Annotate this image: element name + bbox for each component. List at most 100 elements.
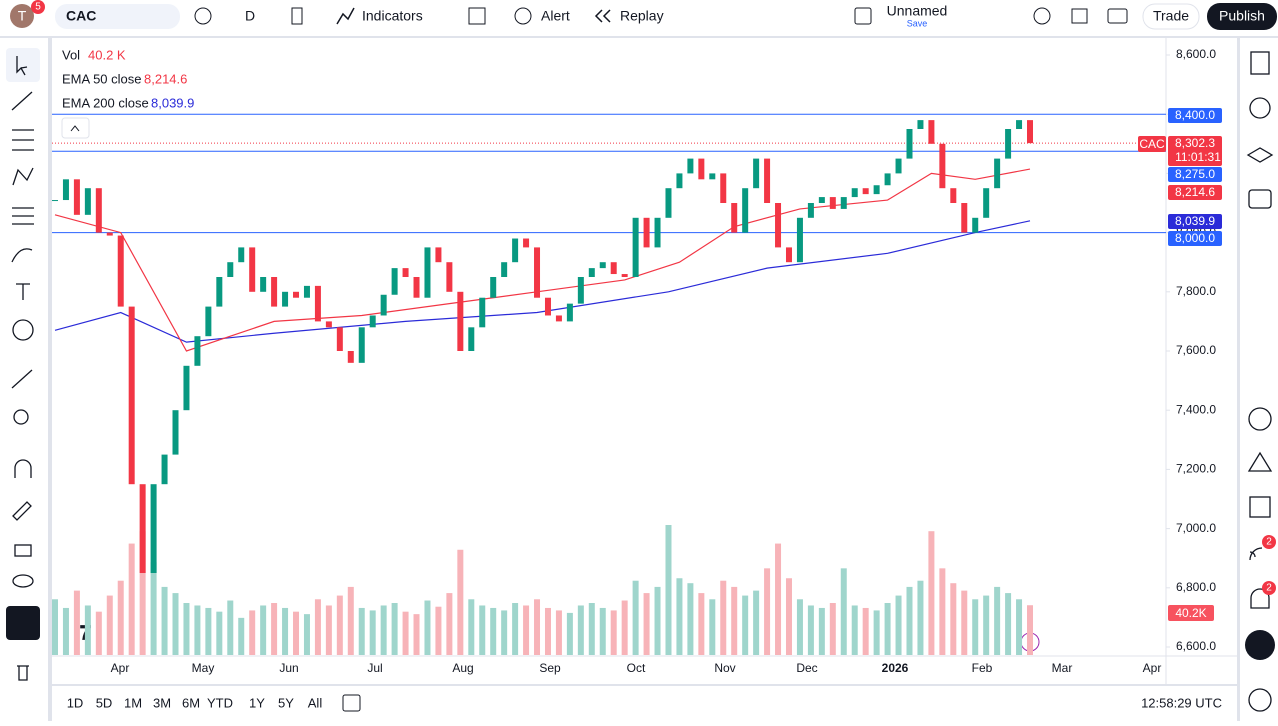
indicators[interactable]: Indicators	[362, 8, 423, 24]
symbol: CAC	[66, 8, 96, 24]
range-button[interactable]: 1D	[67, 695, 84, 710]
candle	[731, 203, 738, 233]
candle	[128, 306, 135, 485]
candle	[512, 238, 519, 263]
layouts-icon[interactable]	[468, 7, 486, 25]
interval[interactable]: D	[245, 8, 255, 24]
volume-bar	[347, 586, 354, 655]
chart-area	[52, 38, 1237, 684]
compare-icon[interactable]	[194, 7, 212, 25]
badge	[1262, 581, 1276, 595]
level-tag	[1168, 108, 1222, 123]
snapshot-icon[interactable]	[1107, 8, 1128, 24]
volume-bar	[840, 568, 847, 655]
candle	[775, 203, 782, 248]
chart-type-icon[interactable]	[291, 7, 303, 25]
volume-bar	[753, 590, 760, 655]
range-button[interactable]: 3M	[153, 695, 171, 710]
volume-bar	[687, 583, 694, 655]
candle	[194, 336, 201, 366]
volume-bar	[983, 595, 990, 655]
range-button[interactable]: YTD	[207, 695, 233, 710]
settings-icon[interactable]	[1033, 7, 1051, 25]
trade-button[interactable]	[1142, 3, 1200, 30]
candle	[347, 351, 354, 363]
range-button[interactable]: 1Y	[249, 695, 265, 710]
volume-bar	[720, 580, 727, 655]
volume-bar	[829, 603, 836, 655]
volume-bar	[731, 586, 738, 655]
candle	[632, 217, 639, 277]
volume-bar	[95, 611, 102, 655]
x-tick-label: Feb	[972, 661, 993, 675]
volume-tag	[1168, 605, 1214, 621]
indicators-icon	[336, 7, 355, 25]
candle	[742, 188, 749, 233]
volume-bar	[972, 599, 979, 655]
fullscreen-icon[interactable]	[1071, 8, 1088, 24]
volume-bar	[873, 610, 880, 655]
ema50-value: 8,214.6	[144, 71, 187, 86]
symbol-search[interactable]	[55, 4, 180, 29]
y-tick-label: 7,400.0	[1176, 402, 1216, 416]
level-tag-label: 8,000.0	[1175, 231, 1215, 245]
candle	[917, 120, 924, 129]
volume-bar	[205, 607, 212, 655]
candle	[534, 247, 541, 298]
volume-bar	[917, 580, 924, 655]
x-tick-label: Sep	[539, 661, 561, 675]
y-tick-label: 7,200.0	[1176, 462, 1216, 476]
range-button[interactable]: 5Y	[278, 695, 294, 710]
volume-bar	[764, 568, 771, 655]
publish-button[interactable]	[1207, 3, 1277, 30]
candle	[906, 129, 913, 159]
range-button[interactable]: 5D	[96, 695, 113, 710]
badge	[1262, 535, 1276, 549]
volume-bar	[577, 605, 584, 655]
volume-bar	[402, 611, 409, 655]
candle	[139, 484, 146, 573]
volume-bar	[303, 614, 310, 655]
volume-bar	[413, 614, 420, 655]
volume-bar	[632, 580, 639, 655]
y-tick-label: 7,800.0	[1176, 284, 1216, 298]
candle	[216, 277, 223, 307]
volume-bar	[895, 595, 902, 655]
collapse-button[interactable]	[61, 117, 90, 139]
level-tag-label: 8,400.0	[1175, 108, 1215, 122]
y-tick-label: 7,600.0	[1176, 343, 1216, 357]
candle	[829, 197, 836, 209]
x-tick-label: Mar	[1052, 661, 1073, 675]
save[interactable]: Save	[907, 18, 928, 28]
x-tick-label: Jun	[279, 661, 298, 675]
volume-bar	[775, 543, 782, 655]
y-tick-label: 8,600.0	[1176, 47, 1216, 61]
x-tick-label: Dec	[796, 661, 817, 675]
volume-bar	[994, 586, 1001, 655]
publish: Publish	[1219, 8, 1265, 24]
layout-name[interactable]: Unnamed	[887, 3, 948, 19]
candle	[391, 268, 398, 295]
ema50-tag	[1168, 185, 1222, 200]
candle	[994, 158, 1001, 189]
candle	[577, 277, 584, 304]
candle	[172, 410, 179, 455]
volume-bar	[610, 610, 617, 655]
volume-bar	[928, 531, 935, 655]
alert[interactable]: Alert	[541, 8, 570, 24]
candle	[457, 291, 464, 351]
candle	[183, 365, 190, 411]
avatar[interactable]	[10, 4, 34, 28]
range-button[interactable]: 1M	[124, 695, 142, 710]
badge-count: 5	[35, 2, 41, 13]
right-toolbar	[1240, 38, 1278, 721]
range-button[interactable]: All	[308, 695, 323, 710]
volume-bar	[150, 562, 157, 655]
replay[interactable]: Replay	[620, 8, 664, 24]
candle	[807, 203, 814, 218]
symbol-tag	[1138, 136, 1166, 152]
top-bar	[0, 0, 1278, 36]
candle	[610, 262, 617, 275]
candle	[862, 188, 869, 195]
range-button[interactable]: 6M	[182, 695, 200, 710]
